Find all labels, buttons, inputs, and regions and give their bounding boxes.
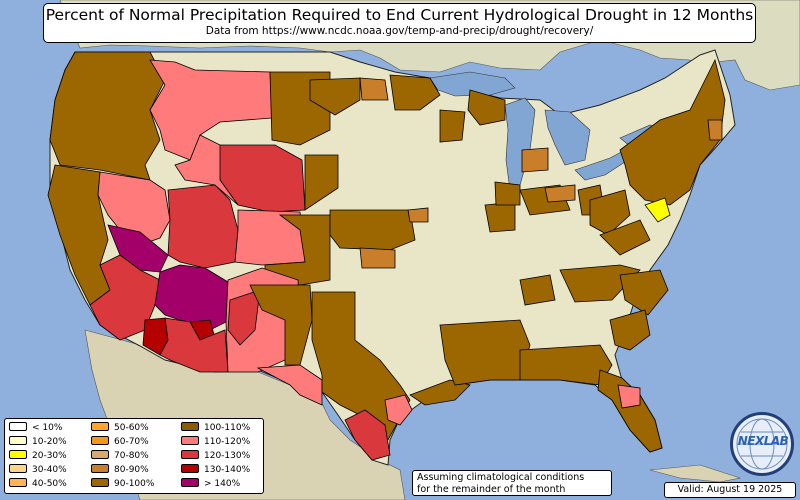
legend-swatch <box>9 450 27 459</box>
legend-swatch <box>181 464 199 473</box>
legend-item: 120-130% <box>181 450 250 462</box>
legend-label: 40-50% <box>32 479 67 489</box>
legend-label: 70-80% <box>114 451 149 461</box>
legend-item: 70-80% <box>91 450 149 462</box>
legend-label: 60-70% <box>114 437 149 447</box>
legend-swatch <box>9 436 27 445</box>
legend-item: 60-70% <box>91 436 149 448</box>
assumption-note: Assuming climatological conditions for t… <box>412 470 612 496</box>
map-subtitle: Data from https://www.ncdc.noaa.gov/temp… <box>205 25 594 37</box>
legend-label: 90-100% <box>114 479 155 489</box>
legend-item: < 10% <box>9 422 62 434</box>
drought-regions <box>47 51 726 461</box>
legend-swatch <box>91 478 109 487</box>
globe-icon <box>736 418 788 470</box>
legend-swatch <box>181 436 199 445</box>
logo-text: NEXLAB <box>737 434 789 448</box>
legend-swatch <box>91 422 109 431</box>
legend-label: < 10% <box>32 423 63 433</box>
nexlab-logo: NEXLAB <box>730 412 794 476</box>
legend: < 10% 10-20% 20-30% 30-40% 40-50% 50-60%… <box>4 418 264 494</box>
legend-item: 40-50% <box>9 478 67 490</box>
legend-item: 80-90% <box>91 464 149 476</box>
note-line-2: for the remainder of the month <box>417 483 566 495</box>
valid-date: Valid: August 19 2025 <box>664 482 796 498</box>
legend-label: 80-90% <box>114 465 149 475</box>
legend-label: 130-140% <box>204 465 251 475</box>
legend-swatch <box>9 422 27 431</box>
legend-label: 100-110% <box>204 423 251 433</box>
note-line-1: Assuming climatological conditions <box>417 472 585 483</box>
legend-item: 130-140% <box>181 464 250 476</box>
legend-item: 90-100% <box>91 478 154 490</box>
legend-item: 50-60% <box>91 422 149 434</box>
title-box: Percent of Normal Precipitation Required… <box>43 3 756 43</box>
legend-item: 10-20% <box>9 436 67 448</box>
legend-swatch <box>181 450 199 459</box>
legend-label: 120-130% <box>204 451 251 461</box>
legend-item: > 140% <box>181 478 240 490</box>
legend-swatch <box>9 464 27 473</box>
map-title: Percent of Normal Precipitation Required… <box>45 6 754 24</box>
legend-label: 50-60% <box>114 423 149 433</box>
legend-swatch <box>9 478 27 487</box>
legend-item: 20-30% <box>9 450 67 462</box>
legend-swatch <box>91 450 109 459</box>
cuba-island <box>649 464 742 483</box>
legend-item: 30-40% <box>9 464 67 476</box>
legend-label: 20-30% <box>32 451 67 461</box>
legend-label: 10-20% <box>32 437 67 447</box>
legend-swatch <box>91 464 109 473</box>
legend-label: > 140% <box>204 479 241 489</box>
legend-item: 110-120% <box>181 436 250 448</box>
legend-swatch <box>91 436 109 445</box>
legend-label: 30-40% <box>32 465 67 475</box>
legend-item: 100-110% <box>181 422 250 434</box>
legend-swatch <box>181 478 199 487</box>
legend-swatch <box>181 422 199 431</box>
legend-label: 110-120% <box>204 437 251 447</box>
